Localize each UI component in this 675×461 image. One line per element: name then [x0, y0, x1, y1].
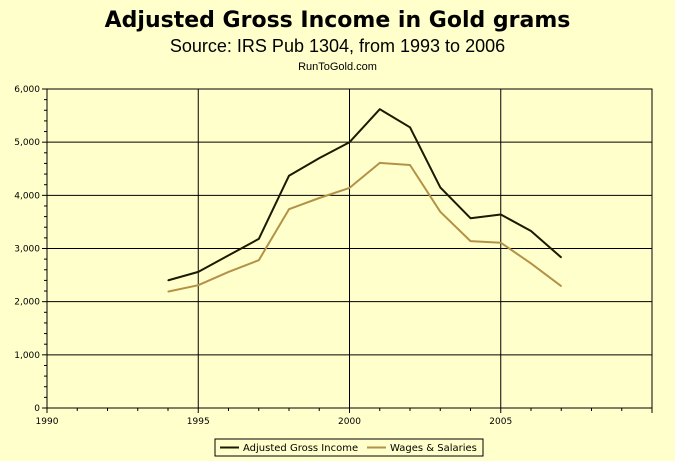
data-point — [379, 162, 381, 164]
y-tick-label: 5,000 — [14, 138, 40, 148]
data-point — [167, 279, 169, 281]
y-tick-label: 0 — [34, 404, 40, 414]
chart-title: Adjusted Gross Income in Gold grams — [104, 8, 571, 33]
data-point — [560, 285, 562, 287]
legend-box — [214, 438, 484, 457]
data-point — [530, 230, 532, 232]
legend-label-agi: Adjusted Gross Income — [243, 443, 358, 454]
data-point — [227, 254, 230, 257]
data-point — [439, 186, 441, 188]
data-point — [500, 213, 502, 216]
chart-credit: RunToGold.com — [298, 61, 377, 73]
y-axis: 0 1,000 2,000 3,000 4,000 5,000 6,000 — [14, 85, 48, 414]
data-point — [379, 108, 381, 110]
data-point — [258, 259, 260, 261]
data-point — [227, 271, 230, 273]
data-point — [530, 262, 532, 264]
x-tick-label: 1995 — [187, 417, 210, 427]
data-point — [197, 284, 199, 286]
data-point — [197, 271, 199, 273]
y-tick-label: 4,000 — [14, 191, 40, 201]
x-tick-label: 2005 — [489, 417, 512, 427]
data-point — [318, 157, 320, 159]
chart-subtitle: Source: IRS Pub 1304, from 1993 to 2006 — [169, 36, 506, 56]
data-point — [258, 238, 260, 240]
data-point — [348, 141, 351, 143]
data-point — [560, 256, 562, 259]
data-point — [500, 242, 502, 244]
y-tick-label: 3,000 — [14, 245, 40, 255]
y-tick-label: 6,000 — [14, 85, 40, 95]
data-point — [288, 175, 290, 177]
series-line — [167, 108, 562, 282]
data-point — [318, 197, 320, 199]
x-axis: 1990 1995 2000 2005 — [36, 407, 653, 427]
x-tick-label: 2000 — [338, 417, 361, 427]
data-point — [409, 164, 411, 166]
data-point — [288, 208, 290, 210]
series-line — [167, 161, 562, 293]
data-point — [409, 126, 411, 128]
data-point — [439, 211, 441, 213]
series-lines — [167, 108, 562, 293]
legend-label-wages: Wages & Salaries — [390, 443, 477, 454]
legend: Adjusted Gross Income Wages & Salaries — [214, 438, 484, 457]
y-tick-label: 2,000 — [14, 298, 40, 308]
x-tick-label: 1990 — [36, 417, 59, 427]
data-point — [167, 290, 169, 293]
data-point — [469, 217, 472, 219]
y-tick-label: 1,000 — [14, 351, 40, 361]
data-point — [348, 187, 351, 189]
data-point — [469, 240, 472, 242]
